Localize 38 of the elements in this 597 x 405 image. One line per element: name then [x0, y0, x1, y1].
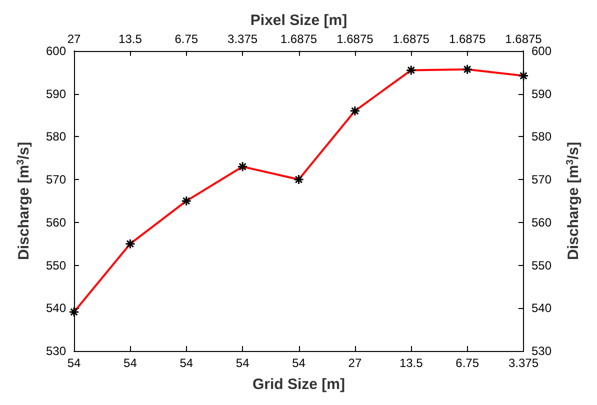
text: 6.75: [174, 32, 198, 46]
text: 27: [67, 32, 81, 46]
x-tick-label: 54: [292, 356, 306, 370]
y2-tick-label: 580: [532, 130, 552, 144]
y2-tick-label: 560: [532, 215, 552, 230]
text: 1.6875: [336, 32, 374, 46]
text: 13.5: [118, 32, 142, 46]
y2-tick-label: 590: [532, 86, 552, 101]
y-tick-label: 530: [46, 344, 66, 358]
y-tick-label: 560: [46, 215, 66, 230]
y2-tick-label: 530: [532, 344, 552, 358]
x-tick-label: 6.75: [456, 356, 480, 370]
y-tick-label: 540: [46, 301, 66, 316]
x2-axis-title: Pixel Size [m]: [250, 12, 348, 29]
y2-tick-label: 540: [532, 301, 552, 316]
text: 1.6875: [505, 32, 542, 46]
text: 1.6875: [280, 32, 318, 46]
y2-tick-label: 550: [532, 258, 552, 272]
y-tick-label: 580: [46, 130, 66, 144]
x-tick-label: 54: [236, 356, 250, 370]
y-tick-label: 590: [46, 86, 66, 101]
x-tick-label: 13.5: [399, 356, 424, 370]
y-axis-title: Discharge [m3/s]: [16, 142, 32, 260]
y2-tick-label: 570: [532, 172, 552, 187]
y-tick-label: 550: [46, 258, 66, 272]
y-tick-label: 570: [46, 172, 66, 187]
x-tick-label: 3.375: [508, 356, 539, 370]
x-axis-title: Grid Size [m]: [252, 376, 346, 393]
x-tick-label: 54: [180, 356, 194, 370]
x-tick-label: 54: [124, 356, 138, 370]
text: 1.6875: [448, 32, 486, 46]
y2-axis-title: Discharge [m3/s]: [565, 142, 582, 260]
y2-tick-label: 600: [532, 44, 552, 58]
x-tick-label: 27: [348, 356, 362, 370]
text: 1.6875: [392, 32, 430, 46]
x-tick-label: 54: [67, 356, 81, 370]
y-tick-label: 600: [46, 44, 66, 58]
text: 3.375: [228, 32, 258, 46]
